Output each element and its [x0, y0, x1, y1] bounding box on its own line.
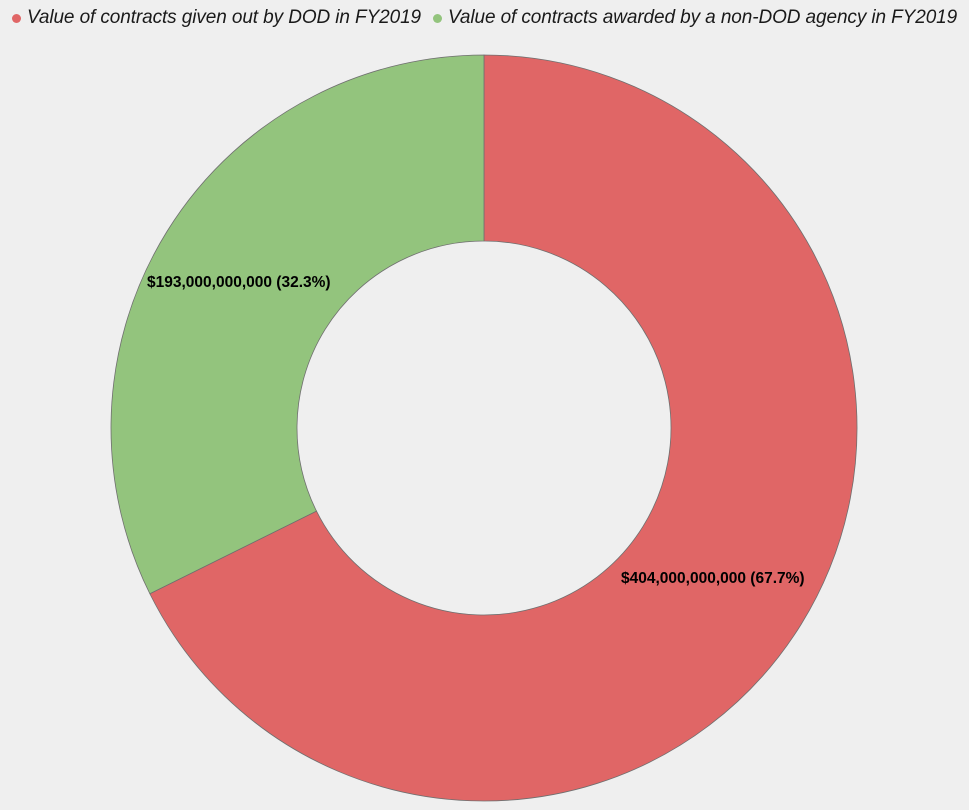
slice-non-dod[interactable]	[110, 54, 485, 595]
slices-group	[110, 54, 858, 802]
data-label-dod: $404,000,000,000 (67.7%)	[621, 570, 805, 587]
legend: Value of contracts given out by DOD in F…	[0, 4, 969, 32]
legend-marker-non-dod	[433, 13, 443, 23]
legend-marker-dod	[12, 13, 21, 23]
data-label-non-dod: $193,000,000,000 (32.3%)	[147, 274, 331, 291]
legend-item-non-dod[interactable]: Value of contracts awarded by a non-DOD …	[433, 7, 957, 29]
legend-item-dod[interactable]: Value of contracts given out by DOD in F…	[12, 7, 421, 29]
data-labels-group: $404,000,000,000 (67.7%) $193,000,000,000…	[147, 274, 805, 587]
legend-label-non-dod: Value of contracts awarded by a non-DOD …	[448, 7, 958, 28]
slice-dod[interactable]	[149, 54, 858, 802]
legend-label-dod: Value of contracts given out by DOD in F…	[27, 7, 422, 28]
